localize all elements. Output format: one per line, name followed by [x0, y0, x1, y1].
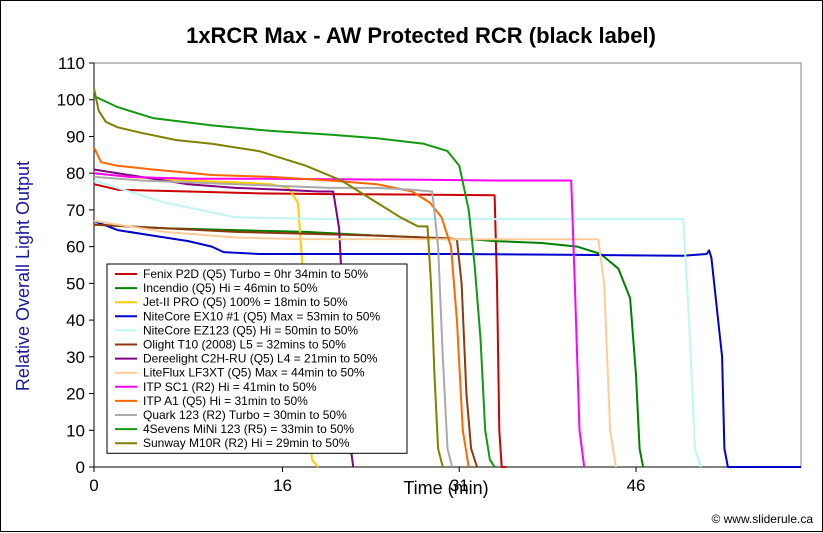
legend-label-7: Dereelight C2H-RU (Q5) L4 = 21min to 50%	[143, 352, 378, 366]
y-axis: 0 10 20 30 40 50 60 70 80 90 100 110	[57, 54, 94, 477]
series-group	[93, 88, 801, 468]
y-tick-label: 70	[66, 201, 85, 220]
y-axis-label: Relative Overall Light Output	[13, 161, 33, 391]
x-tick-label: 16	[273, 476, 292, 495]
x-tick-label: 31	[450, 476, 469, 495]
chart-title: 1xRCR Max - AW Protected RCR (black labe…	[186, 23, 656, 48]
legend-label-12: 4Sevens MiNi 123 (R5) = 33min to 50%	[143, 422, 354, 436]
legend: Fenix P2D (Q5) Turbo = 0hr 34min to 50%I…	[106, 263, 408, 454]
y-tick-label: 30	[66, 348, 85, 367]
y-tick-label: 80	[66, 164, 85, 183]
y-tick-label: 60	[66, 238, 85, 257]
series-line-11	[93, 175, 454, 468]
grid	[93, 63, 801, 468]
series-line-12	[93, 95, 496, 468]
legend-label-9: ITP SC1 (R2) Hi = 41min to 50%	[143, 380, 317, 394]
y-tick-label: 50	[66, 274, 85, 293]
series-line-6	[93, 223, 478, 468]
legend-label-4: NiteCore EX10 #1 (Q5) Max = 53min to 50%	[143, 309, 380, 323]
legend-label-2: Incendio (Q5) Hi = 46min to 50%	[143, 281, 318, 295]
y-tick-label: 20	[66, 385, 85, 404]
y-tick-label: 90	[66, 127, 85, 146]
legend-label-3: Jet-II PRO (Q5) 100% = 18min to 50%	[143, 295, 348, 309]
series-line-1	[93, 183, 507, 468]
series-line-5	[93, 179, 702, 468]
series-line-2	[93, 223, 645, 468]
credit-text: © www.sliderule.ca	[711, 512, 813, 526]
legend-label-13: Sunway M10R (R2) Hi = 29min to 50%	[143, 436, 350, 450]
legend-label-11: Quark 123 (R2) Turbo = 30min to 50%	[143, 408, 347, 422]
y-tick-label: 0	[76, 458, 85, 477]
series-line-13	[93, 88, 444, 468]
legend-label-5: NiteCore EZ123 (Q5) Hi = 50min to 50%	[143, 323, 358, 337]
y-tick-label: 10	[66, 421, 85, 440]
y-tick-label: 110	[58, 54, 85, 73]
series-line-10	[93, 147, 470, 468]
y-tick-label: 100	[57, 91, 85, 110]
legend-label-8: LiteFlux LF3XT (Q5) Max = 44min to 50%	[143, 366, 365, 380]
x-axis-label: Time (min)	[403, 478, 488, 498]
legend-label-6: Olight T10 (2008) L5 = 32mins to 50%	[143, 338, 346, 352]
legend-label-1: Fenix P2D (Q5) Turbo = 0hr 34min to 50%	[143, 267, 368, 281]
series-line-4	[93, 219, 801, 468]
x-axis: 0 16 31 46	[89, 467, 645, 495]
x-tick-label: 46	[627, 476, 646, 495]
series-line-9	[93, 172, 586, 468]
legend-box	[106, 263, 408, 454]
series-line-8	[93, 219, 617, 468]
x-tick-label: 0	[89, 476, 98, 495]
legend-label-10: ITP A1 (Q5) Hi = 31min to 50%	[143, 394, 308, 408]
y-tick-label: 40	[66, 311, 85, 330]
